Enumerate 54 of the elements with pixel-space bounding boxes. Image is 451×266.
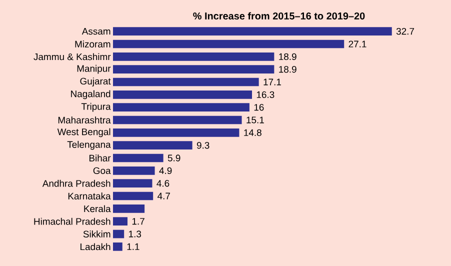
bar: [113, 78, 259, 86]
data-label: 5.9: [168, 154, 180, 162]
data-label: 1.7: [132, 218, 144, 225]
data-label: 32.7: [396, 28, 414, 35]
bar: [113, 217, 128, 226]
bar: [113, 40, 344, 48]
bar: [113, 141, 192, 150]
bar: [113, 116, 242, 124]
bar: [113, 27, 392, 36]
y-tick-label: Telengana: [67, 140, 111, 150]
bar: [113, 103, 250, 112]
data-label: 15.1: [246, 116, 264, 124]
data-label: 1.1: [127, 243, 140, 250]
data-label: 4.6: [156, 180, 170, 187]
bar: [113, 90, 252, 99]
y-tick-label: Gujarat: [80, 78, 111, 86]
data-label: 1.3: [129, 230, 142, 238]
data-label: 17.1: [264, 78, 281, 86]
bar: [113, 179, 152, 188]
data-label: 16: [254, 104, 264, 111]
y-tick-label: Andhra Pradesh: [42, 180, 110, 187]
y-tick-label: West Bengal: [57, 128, 110, 138]
bar: [113, 154, 164, 162]
bar: [113, 230, 124, 238]
bar: [113, 65, 274, 74]
y-tick-label: Jammu & Kashimr: [34, 53, 111, 60]
bar: [113, 242, 122, 251]
data-label: 27.1: [348, 40, 366, 48]
data-label: 4.9: [159, 167, 172, 174]
y-tick-label: Manipur: [77, 64, 111, 74]
y-tick-label: Ladakh: [80, 243, 110, 250]
bar: [113, 204, 145, 213]
bar: [113, 166, 155, 175]
y-tick-label: Mizoram: [75, 40, 110, 48]
y-tick-label: Himachal Pradesh: [34, 218, 110, 225]
y-tick-label: Assam: [82, 28, 110, 35]
y-tick-label: Goa: [93, 167, 111, 174]
y-tick-label: Maharashtra: [58, 116, 111, 124]
data-label: 14.8: [244, 129, 262, 136]
bar: [113, 128, 240, 137]
y-tick-label: Sikkim: [83, 230, 110, 238]
data-label: 4.7: [158, 192, 170, 200]
bar: [113, 192, 154, 200]
y-tick-label: Nagaland: [71, 90, 110, 100]
data-label: 18.9: [279, 66, 296, 73]
y-tick-label: Bihar: [89, 154, 111, 162]
data-label: 9.3: [196, 142, 210, 149]
y-tick-label: Tripura: [81, 102, 111, 112]
y-tick-label: Karnataka: [68, 192, 111, 200]
data-label: 18.9: [279, 53, 296, 60]
chart-title: % Increase from 2015–16 to 2019–20: [193, 12, 365, 20]
data-label: 16.3: [256, 91, 274, 98]
y-tick-label: Kerala: [84, 205, 111, 212]
bar: [113, 52, 274, 61]
